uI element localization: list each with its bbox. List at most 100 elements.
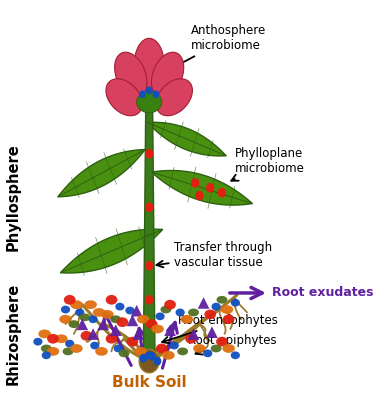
Ellipse shape <box>101 310 114 319</box>
Ellipse shape <box>47 347 59 356</box>
Ellipse shape <box>63 348 73 355</box>
Ellipse shape <box>70 300 83 309</box>
Ellipse shape <box>144 351 154 359</box>
Ellipse shape <box>151 325 164 333</box>
Text: Rhizosphere: Rhizosphere <box>5 283 20 385</box>
Text: Bulk Soil: Bulk Soil <box>112 375 187 390</box>
Ellipse shape <box>106 334 117 344</box>
Circle shape <box>139 354 147 362</box>
Ellipse shape <box>223 314 234 324</box>
Ellipse shape <box>75 308 84 316</box>
Ellipse shape <box>217 296 227 304</box>
Ellipse shape <box>61 306 70 314</box>
Circle shape <box>206 183 214 193</box>
Ellipse shape <box>89 315 98 323</box>
Text: Anthosphere
microbiome: Anthosphere microbiome <box>162 24 266 74</box>
Ellipse shape <box>119 350 130 357</box>
Ellipse shape <box>114 344 123 352</box>
Ellipse shape <box>68 320 79 328</box>
Ellipse shape <box>117 317 128 327</box>
Text: Phylloplane
microbiome: Phylloplane microbiome <box>231 147 305 181</box>
Polygon shape <box>143 95 155 363</box>
Ellipse shape <box>137 315 150 324</box>
Text: Root exudates: Root exudates <box>272 286 374 300</box>
Ellipse shape <box>164 300 176 310</box>
Ellipse shape <box>160 306 171 314</box>
Ellipse shape <box>212 303 221 310</box>
Ellipse shape <box>177 348 188 355</box>
Ellipse shape <box>110 315 121 323</box>
Ellipse shape <box>127 337 138 346</box>
Ellipse shape <box>146 319 158 329</box>
Ellipse shape <box>135 347 147 356</box>
Circle shape <box>145 295 154 305</box>
Polygon shape <box>151 170 252 205</box>
Polygon shape <box>206 326 218 338</box>
Circle shape <box>191 178 200 188</box>
Ellipse shape <box>115 52 147 98</box>
Polygon shape <box>97 318 109 330</box>
Ellipse shape <box>231 299 240 307</box>
Ellipse shape <box>222 344 235 353</box>
Text: Phyllosphere: Phyllosphere <box>5 144 20 252</box>
Ellipse shape <box>95 347 108 356</box>
Ellipse shape <box>42 351 51 359</box>
Ellipse shape <box>204 310 216 319</box>
Ellipse shape <box>134 38 164 92</box>
Ellipse shape <box>47 334 59 344</box>
Ellipse shape <box>231 351 240 359</box>
Polygon shape <box>147 122 226 156</box>
Ellipse shape <box>41 344 52 352</box>
Ellipse shape <box>155 312 165 320</box>
Ellipse shape <box>211 344 222 352</box>
Ellipse shape <box>193 344 206 353</box>
Ellipse shape <box>106 79 142 116</box>
Ellipse shape <box>79 314 90 321</box>
Text: Root epiphytes: Root epiphytes <box>188 334 277 354</box>
Circle shape <box>145 261 154 270</box>
Circle shape <box>152 90 159 98</box>
Ellipse shape <box>185 334 197 344</box>
Circle shape <box>145 202 154 212</box>
Polygon shape <box>87 328 99 340</box>
Ellipse shape <box>180 315 193 324</box>
Ellipse shape <box>38 330 51 338</box>
Ellipse shape <box>188 308 199 316</box>
Circle shape <box>148 352 155 361</box>
Ellipse shape <box>59 315 72 324</box>
Circle shape <box>139 350 159 373</box>
Ellipse shape <box>156 79 192 116</box>
Ellipse shape <box>156 344 168 353</box>
Ellipse shape <box>125 307 135 314</box>
Polygon shape <box>60 229 163 273</box>
Ellipse shape <box>93 308 105 317</box>
Ellipse shape <box>81 331 92 341</box>
Polygon shape <box>110 324 122 336</box>
Polygon shape <box>76 318 88 330</box>
Circle shape <box>145 149 154 158</box>
Ellipse shape <box>151 52 184 98</box>
Polygon shape <box>188 328 200 340</box>
Ellipse shape <box>65 340 74 348</box>
Polygon shape <box>127 315 138 326</box>
Ellipse shape <box>162 351 175 360</box>
Circle shape <box>146 86 152 94</box>
Text: Transfer through
vascular tissue: Transfer through vascular tissue <box>157 241 272 269</box>
Ellipse shape <box>170 342 179 350</box>
Circle shape <box>154 357 161 366</box>
Polygon shape <box>131 305 142 316</box>
Ellipse shape <box>33 338 43 346</box>
Ellipse shape <box>64 295 76 305</box>
Polygon shape <box>58 150 145 197</box>
Ellipse shape <box>176 308 185 316</box>
Ellipse shape <box>137 91 162 113</box>
Circle shape <box>139 90 146 98</box>
Ellipse shape <box>203 350 212 357</box>
Ellipse shape <box>106 295 117 305</box>
Ellipse shape <box>216 337 228 346</box>
Ellipse shape <box>70 344 83 353</box>
Polygon shape <box>164 324 176 336</box>
Ellipse shape <box>90 342 100 350</box>
Circle shape <box>218 188 226 198</box>
Text: Root endophytes: Root endophytes <box>162 314 278 343</box>
